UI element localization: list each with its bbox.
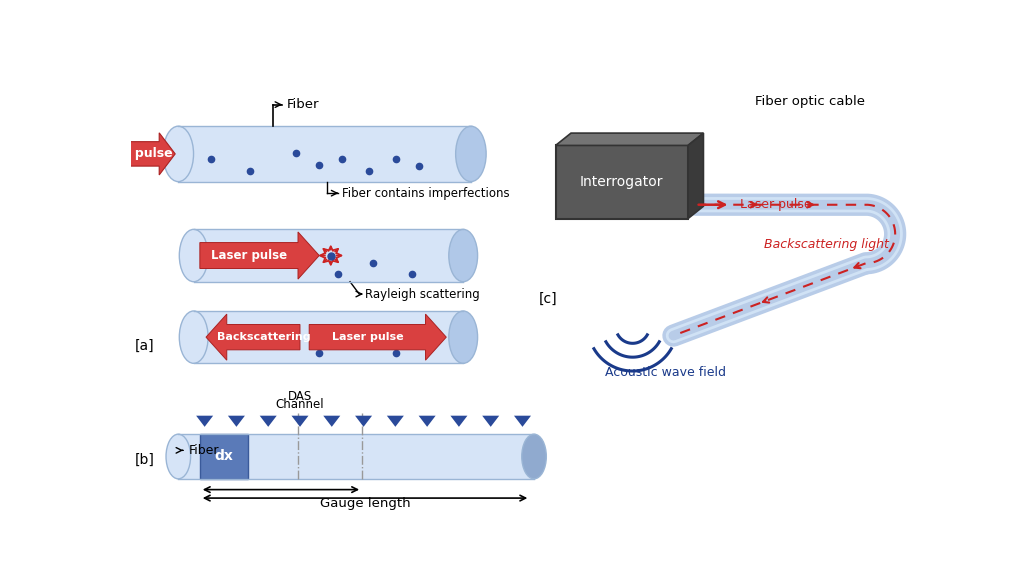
Bar bbox=[194, 229, 463, 282]
Text: Backscattering light: Backscattering light bbox=[764, 238, 889, 251]
Text: Fiber: Fiber bbox=[287, 98, 319, 111]
Text: Fiber: Fiber bbox=[189, 444, 219, 457]
Text: DAS: DAS bbox=[288, 390, 312, 403]
Bar bbox=[178, 434, 535, 479]
Ellipse shape bbox=[449, 229, 477, 282]
Polygon shape bbox=[514, 416, 531, 427]
Bar bbox=[194, 229, 463, 282]
Polygon shape bbox=[206, 314, 300, 360]
Ellipse shape bbox=[166, 434, 190, 479]
Text: Channel: Channel bbox=[275, 398, 325, 411]
Text: Fiber contains imperfections: Fiber contains imperfections bbox=[342, 187, 510, 199]
Text: [b]: [b] bbox=[134, 452, 155, 466]
Ellipse shape bbox=[163, 126, 194, 182]
Text: Laser pulse: Laser pulse bbox=[740, 198, 812, 211]
Polygon shape bbox=[688, 133, 703, 219]
Text: Backscattering: Backscattering bbox=[216, 332, 310, 342]
Text: dx: dx bbox=[214, 449, 233, 463]
Text: Laser pulse: Laser pulse bbox=[332, 332, 403, 342]
Polygon shape bbox=[419, 416, 435, 427]
Text: Gauge length: Gauge length bbox=[319, 497, 411, 510]
Polygon shape bbox=[292, 416, 308, 427]
Ellipse shape bbox=[522, 434, 547, 479]
Polygon shape bbox=[355, 416, 372, 427]
Polygon shape bbox=[197, 416, 213, 427]
Bar bbox=[194, 311, 463, 363]
Ellipse shape bbox=[449, 311, 477, 363]
Text: [c]: [c] bbox=[539, 292, 557, 306]
Text: Laser pulse: Laser pulse bbox=[211, 249, 287, 262]
Bar bbox=[556, 145, 688, 219]
Polygon shape bbox=[482, 416, 500, 427]
Text: Acoustic wave field: Acoustic wave field bbox=[605, 367, 726, 380]
Bar bbox=[194, 311, 463, 363]
Polygon shape bbox=[324, 416, 340, 427]
Bar bbox=[200, 434, 248, 479]
Text: Interrogator: Interrogator bbox=[580, 175, 664, 189]
Text: Rayleigh scattering: Rayleigh scattering bbox=[366, 287, 480, 300]
Bar bbox=[178, 434, 535, 479]
Text: [a]: [a] bbox=[134, 339, 154, 353]
Polygon shape bbox=[228, 416, 245, 427]
Bar bbox=[178, 126, 471, 182]
Ellipse shape bbox=[179, 229, 208, 282]
Polygon shape bbox=[387, 416, 403, 427]
Bar bbox=[178, 126, 471, 182]
Polygon shape bbox=[556, 133, 703, 145]
Ellipse shape bbox=[179, 311, 208, 363]
Polygon shape bbox=[260, 416, 276, 427]
Polygon shape bbox=[200, 232, 319, 279]
Ellipse shape bbox=[456, 126, 486, 182]
Text: Fiber optic cable: Fiber optic cable bbox=[755, 94, 864, 108]
Polygon shape bbox=[309, 314, 446, 360]
Polygon shape bbox=[451, 416, 467, 427]
Polygon shape bbox=[105, 133, 175, 175]
Text: Laser pulse: Laser pulse bbox=[92, 147, 173, 160]
